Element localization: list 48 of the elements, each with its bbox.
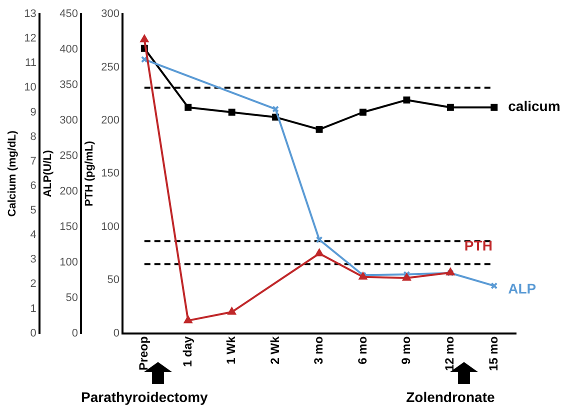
y3-tick-label: 10 (24, 82, 36, 94)
y3-tick-label: 13 (24, 8, 36, 20)
x-tick-label: 2 Wk (268, 336, 282, 364)
y-axis-title: PTH (pg/mL) (84, 140, 96, 206)
x-tick-label: 15 mo (486, 336, 500, 372)
y3-axis-title: Calcium (mg/dL) (6, 130, 19, 217)
x-tick-label: 1 Wk (224, 336, 238, 364)
series-label: calicum (508, 98, 560, 114)
text: Zolendronate (406, 389, 495, 405)
y3-tick-label: 3 (30, 254, 36, 266)
y-tick-label: 100 (101, 220, 120, 233)
y3-tick-label: 4 (30, 229, 36, 242)
y3-tick-label: 5 (30, 204, 36, 217)
y3-tick-label: 1 (30, 302, 36, 315)
y3-tick-label: 0 (30, 327, 36, 340)
y2-axis-title: ALP(U/L) (42, 150, 54, 198)
x-tick-label: 3 mo (312, 336, 326, 364)
y3-tick-label: 11 (25, 57, 36, 70)
y2-tick-label: 350 (60, 78, 78, 91)
y3-tick-label: 2 (30, 278, 36, 290)
y3-tick-label: 12 (24, 32, 36, 45)
y3-tick-label: 6 (30, 180, 36, 192)
y3-tick-label: 8 (30, 130, 36, 143)
x-tick-label: 12 mo (442, 336, 457, 372)
y-tick-label: 300 (101, 8, 120, 20)
y2-tick-label: 250 (60, 150, 78, 162)
text: Parathyroidectomy (80, 389, 208, 405)
x-tick-label: 9 mo (399, 336, 414, 364)
y3-tick-label: 7 (30, 155, 36, 168)
y-tick-label: 0 (113, 327, 120, 340)
y2-tick-label: 150 (60, 220, 78, 233)
y2-tick-label: 50 (66, 292, 78, 304)
x-tick-label: 6 mo (355, 336, 370, 364)
y3-tick-label: 9 (30, 106, 36, 118)
series-label: ALP (508, 280, 536, 297)
y-tick-label: 250 (101, 61, 120, 74)
y2-tick-label: 400 (60, 44, 78, 56)
y-tick-label: 150 (101, 168, 120, 180)
y2-tick-label: 200 (60, 185, 78, 198)
y2-tick-label: 100 (60, 256, 78, 268)
y2-tick-label: 300 (60, 114, 78, 126)
y2-tick-label: 450 (60, 8, 78, 20)
series-label: PTH (464, 238, 492, 254)
y-tick-label: 50 (107, 274, 120, 286)
y2-tick-label: 0 (72, 327, 78, 340)
x-tick-label: 1 day (180, 336, 194, 368)
x-tick-label: Preop (136, 336, 151, 370)
y-tick-label: 200 (101, 114, 120, 126)
